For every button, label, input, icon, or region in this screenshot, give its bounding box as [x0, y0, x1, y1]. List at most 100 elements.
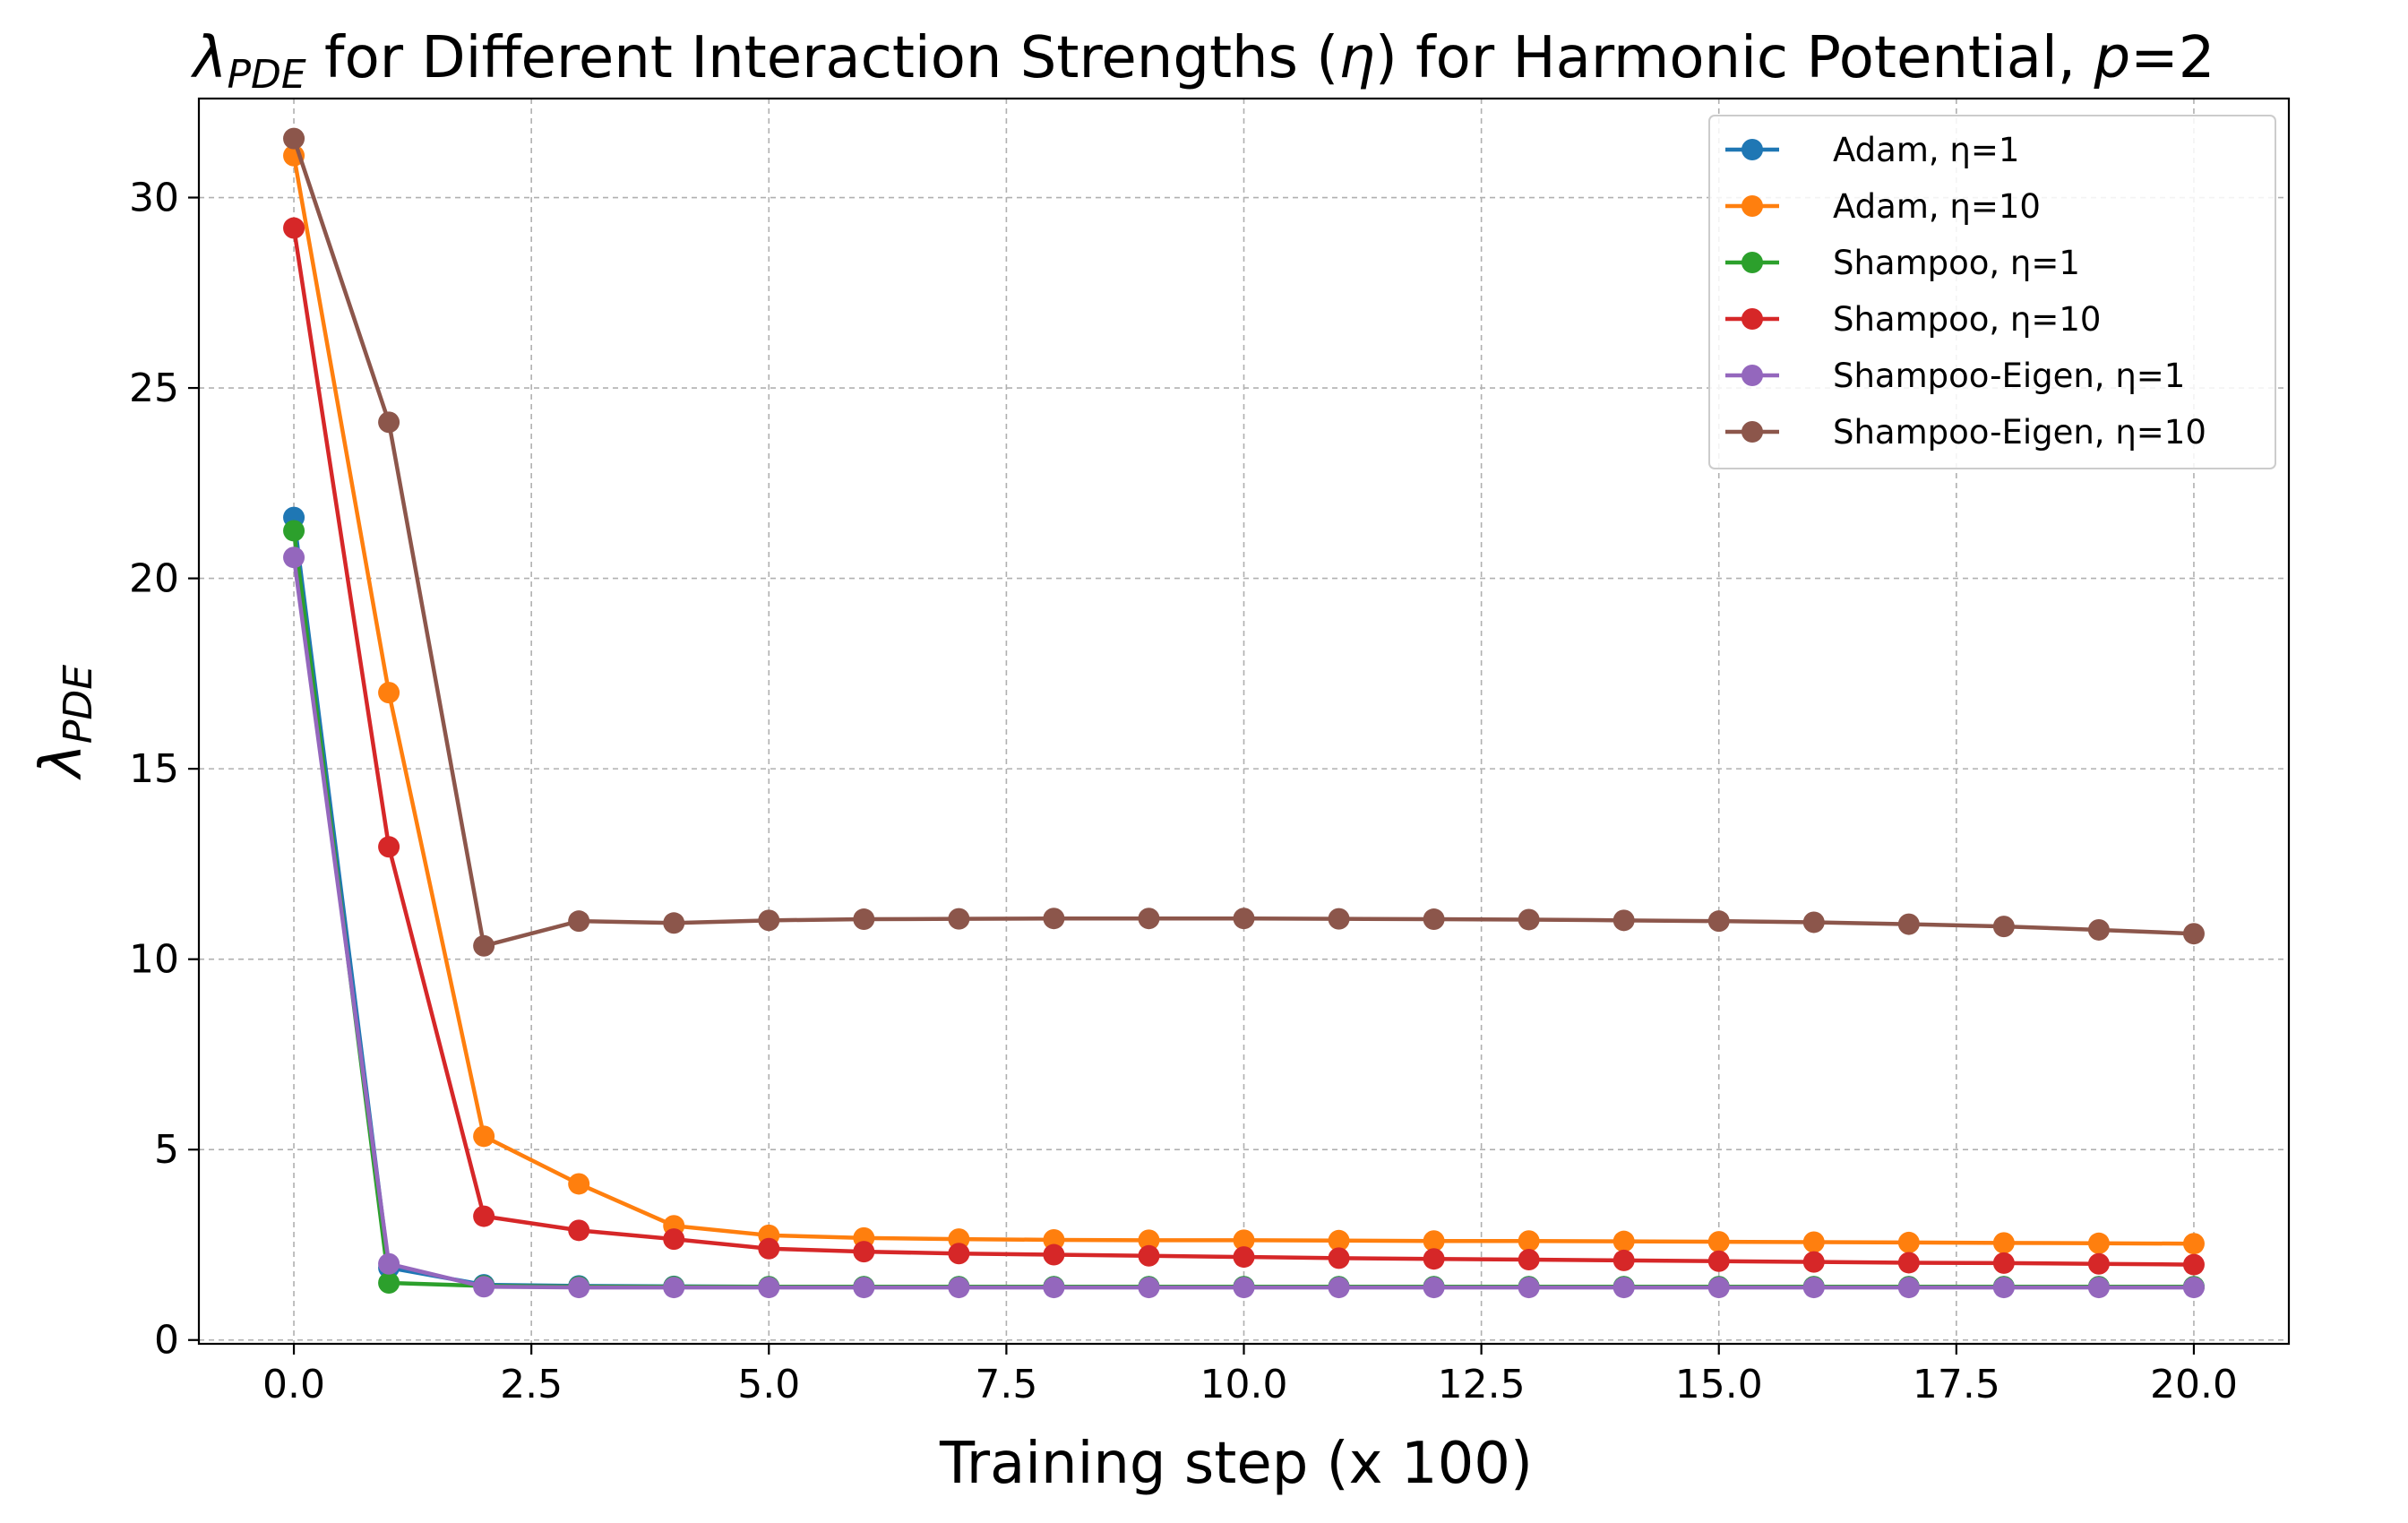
x-tick-label: 10.0 — [1200, 1362, 1288, 1407]
data-point — [1328, 908, 1350, 930]
legend-box — [1708, 115, 2276, 469]
x-tick-label: 12.5 — [1438, 1362, 1526, 1407]
data-point — [1897, 1252, 1920, 1274]
legend-marker — [1742, 195, 1763, 217]
legend-label: Adam, η=1 — [1833, 131, 2019, 169]
legend-item: Adam, η=1 — [1725, 131, 2019, 169]
legend-item: Shampoo-Eigen, η=1 — [1725, 357, 2185, 395]
legend-marker — [1742, 421, 1763, 443]
data-point — [283, 127, 305, 150]
data-point — [2087, 1277, 2110, 1299]
data-point — [2182, 1253, 2205, 1276]
data-point — [568, 1173, 590, 1195]
data-point — [1138, 1277, 1160, 1299]
data-point — [2087, 1232, 2110, 1254]
data-point — [2087, 918, 2110, 941]
data-point — [473, 1205, 495, 1227]
legend: Adam, η=1 Adam, η=10 Shampoo, η=1 Shampoo, … — [1708, 115, 2276, 469]
legend-item: Adam, η=10 — [1725, 187, 2041, 226]
legend-label: Shampoo, η=1 — [1833, 244, 2080, 282]
data-point — [1612, 1277, 1635, 1299]
data-point — [2182, 923, 2205, 945]
legend-item: Shampoo, η=10 — [1725, 300, 2101, 339]
data-point — [1992, 1277, 2015, 1299]
data-point — [1423, 908, 1445, 931]
data-point — [473, 1125, 495, 1148]
data-point — [1138, 1229, 1160, 1252]
data-point — [378, 411, 400, 434]
y-axis-label-subscript: PDE — [56, 665, 101, 744]
y-tick-label: 15 — [129, 746, 179, 792]
title-symbol: λ — [191, 25, 228, 91]
data-point — [1802, 911, 1825, 934]
data-point — [1328, 1247, 1350, 1269]
data-point — [378, 682, 400, 704]
data-point — [473, 934, 495, 957]
x-axis-label: Training step (x 100) — [939, 1431, 1533, 1497]
x-tick-label: 5.0 — [737, 1362, 800, 1407]
data-point — [1992, 1232, 2015, 1254]
data-point — [283, 217, 305, 239]
data-point — [853, 908, 875, 931]
data-point — [283, 520, 305, 542]
y-tick-label: 5 — [154, 1127, 179, 1173]
y-axis-label-symbol: λ — [29, 744, 95, 780]
legend-marker — [1742, 139, 1763, 160]
title-text-part: for Different Interaction Strengths ( — [306, 25, 1339, 91]
data-point — [1138, 908, 1160, 930]
x-tick-label: 7.5 — [975, 1362, 1037, 1407]
ticks: 0.0 2.5 5.0 7.5 10.0 12.5 15.0 17.5 20.0 0 5 10 15 20… — [129, 176, 2238, 1407]
data-point — [1897, 1277, 1920, 1299]
y-tick-label: 20 — [129, 556, 179, 602]
title-p: p — [2093, 25, 2130, 91]
data-point — [1043, 908, 1065, 930]
title-eta: η — [1338, 25, 1375, 91]
data-point — [1612, 1249, 1635, 1271]
y-tick-label: 0 — [154, 1318, 179, 1364]
title-text-middle: ) for Harmonic Potential, — [1375, 25, 2094, 91]
data-point — [1233, 1229, 1255, 1252]
legend-marker — [1742, 308, 1763, 330]
y-tick-label: 10 — [129, 937, 179, 983]
data-point — [948, 1277, 970, 1299]
series-4 — [283, 217, 2205, 1276]
data-point — [1518, 908, 1540, 931]
data-point — [1707, 910, 1730, 933]
data-point — [1423, 1248, 1445, 1270]
data-point — [1897, 913, 1920, 935]
data-point — [1043, 1277, 1065, 1299]
data-point — [1043, 1243, 1065, 1266]
series-2 — [283, 144, 2205, 1255]
legend-label: Adam, η=10 — [1833, 187, 2041, 226]
data-point — [663, 1228, 685, 1251]
data-point — [758, 1237, 780, 1260]
data-point — [1233, 1246, 1255, 1269]
data-point — [283, 546, 305, 569]
x-tick-label: 17.5 — [1913, 1362, 2000, 1407]
data-point — [1423, 1277, 1445, 1299]
y-axis-label: λPDE — [29, 665, 101, 780]
data-point — [568, 1219, 590, 1242]
data-point — [1992, 1252, 2015, 1274]
data-point — [758, 1277, 780, 1299]
series-6 — [283, 127, 2205, 957]
legend-label: Shampoo, η=10 — [1833, 300, 2101, 339]
data-point — [473, 1276, 495, 1298]
data-point — [663, 912, 685, 934]
title-symbol-subscript: PDE — [227, 52, 305, 98]
data-point — [853, 1277, 875, 1299]
legend-item: Shampoo, η=1 — [1725, 244, 2080, 282]
x-tick-label: 2.5 — [500, 1362, 563, 1407]
y-tick-label: 25 — [129, 366, 179, 411]
data-point — [1518, 1230, 1540, 1252]
x-tick-label: 20.0 — [2150, 1362, 2238, 1407]
data-point — [378, 1252, 400, 1275]
data-point — [1518, 1249, 1540, 1271]
data-point — [1707, 1231, 1730, 1253]
data-point — [1612, 909, 1635, 932]
data-point — [2182, 1233, 2205, 1255]
data-point — [1802, 1251, 1825, 1273]
data-point — [1233, 908, 1255, 930]
data-point — [1707, 1277, 1730, 1299]
data-point — [568, 910, 590, 933]
